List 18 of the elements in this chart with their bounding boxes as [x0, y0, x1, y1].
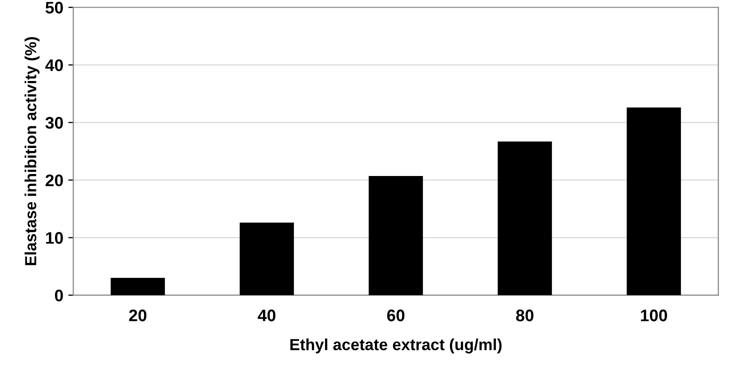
x-axis-title: Ethyl acetate extract (ug/ml): [290, 338, 502, 354]
x-tick-label: 40: [258, 310, 276, 322]
y-tick-label: 0: [54, 290, 63, 302]
bar: [368, 176, 423, 296]
bar: [240, 222, 294, 296]
bar: [626, 108, 681, 296]
x-tick-label: 20: [129, 310, 146, 322]
x-tick-label: 80: [516, 310, 534, 322]
x-tick-label: 100: [640, 310, 668, 322]
bar: [498, 142, 552, 296]
y-tick-label: 40: [45, 59, 63, 72]
y-tick-label: 20: [46, 174, 63, 186]
bar: [110, 278, 165, 296]
y-axis-title: Elastase inhibition activity (%): [24, 37, 40, 266]
y-tick-label: 50: [46, 2, 63, 14]
y-tick-label: 30: [45, 116, 63, 129]
y-tick-label: 10: [46, 232, 63, 244]
x-tick-label: 60: [387, 310, 404, 322]
